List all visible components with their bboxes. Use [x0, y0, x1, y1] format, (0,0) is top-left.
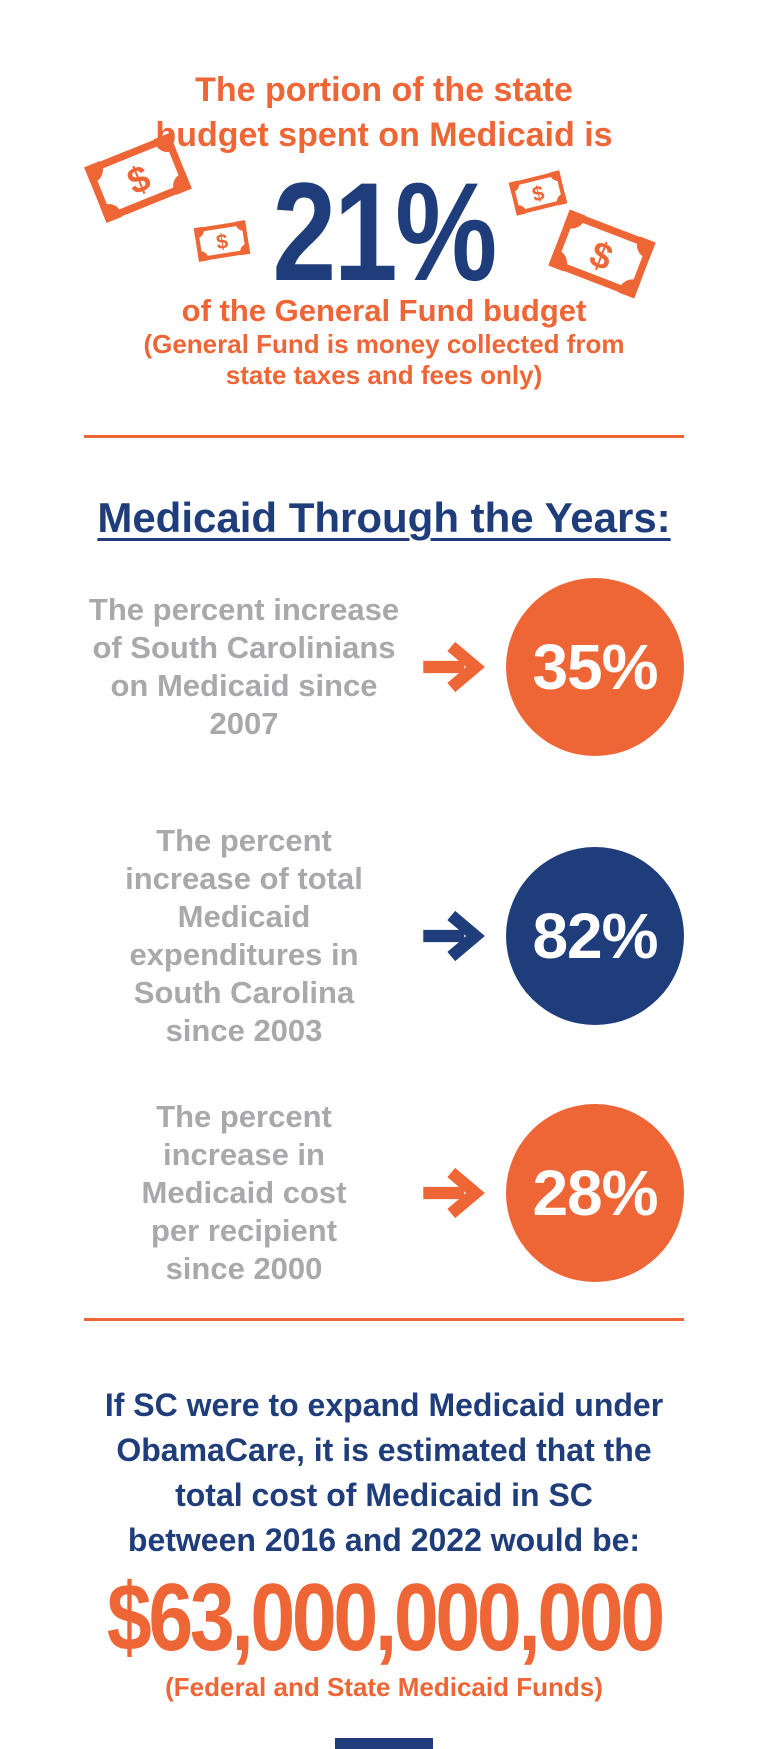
- section-divider: [84, 435, 684, 438]
- stat-label: The percent increase of total Medicaid e…: [125, 823, 363, 1048]
- stat-value-badge: 82%: [506, 847, 684, 1025]
- hero-percentage-value: 21%: [272, 153, 498, 310]
- section-title: Medicaid Through the Years:: [97, 494, 671, 541]
- stat-row-expenditure-increase: The percent increase of total Medicaid e…: [84, 822, 684, 1050]
- section-divider: [84, 1318, 684, 1321]
- stat-value: 82%: [532, 900, 658, 972]
- total-amount: $63,000,000,000: [0, 1564, 768, 1671]
- page-title: The portion of the state budget spent on…: [155, 71, 613, 154]
- expansion-paragraph: If SC were to expand Medicaid under Obam…: [104, 1387, 664, 1558]
- hero-note: (General Fund is money collected from st…: [143, 329, 625, 390]
- stat-row-cost-per-recipient-increase: The percent increase in Medicaid cost pe…: [84, 1098, 684, 1288]
- stat-value: 35%: [532, 631, 658, 703]
- stat-value-badge: 28%: [506, 1104, 684, 1282]
- stat-value: 28%: [532, 1157, 658, 1229]
- total-amount-value: $63,000,000,000: [106, 1564, 664, 1671]
- stat-label: The percent increase of South Carolinian…: [88, 592, 400, 741]
- stat-label: The percent increase in Medicaid cost pe…: [141, 1099, 347, 1286]
- arrow-right-icon: [410, 908, 500, 964]
- stat-value-badge: 35%: [506, 578, 684, 756]
- bottom-bar: [335, 1738, 433, 1749]
- arrow-right-icon: [410, 639, 500, 695]
- arrow-right-icon: [410, 1165, 500, 1221]
- stat-row-enrollment-increase: The percent increase of South Carolinian…: [84, 578, 684, 756]
- amount-note: (Federal and State Medicaid Funds): [165, 1672, 603, 1702]
- hero-subtitle: of the General Fund budget: [181, 293, 587, 328]
- hero-percentage: 21%: [0, 153, 768, 310]
